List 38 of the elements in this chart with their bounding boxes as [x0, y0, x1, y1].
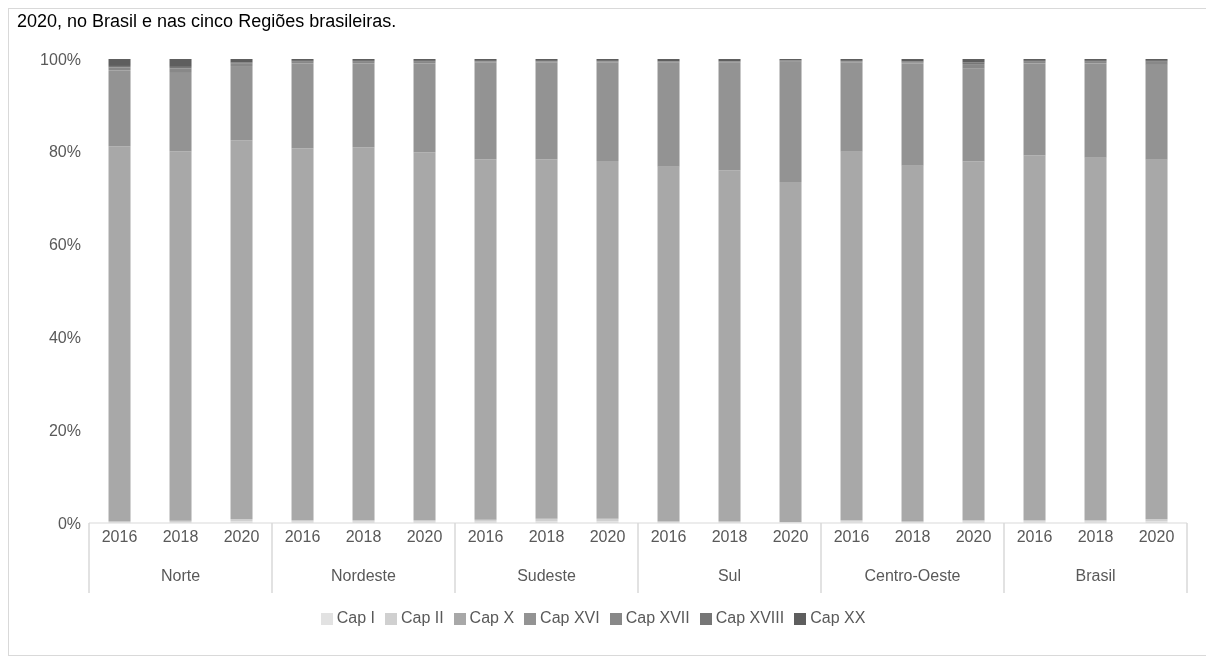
- y-tick-label: 40%: [48, 329, 81, 347]
- x-tick-label: 2018: [162, 528, 199, 546]
- legend-label: Cap X: [469, 609, 515, 626]
- x-tick-label: 2020: [772, 528, 809, 546]
- x-tick-label: 2016: [284, 528, 321, 546]
- x-tick-label: 2016: [467, 528, 504, 546]
- x-tick-label: 2018: [1077, 528, 1114, 546]
- legend-label: Cap XVII: [625, 609, 690, 626]
- text: Nordeste: [330, 567, 397, 585]
- y-tick-label: 100%: [40, 50, 81, 68]
- legend-label: Cap XVI: [540, 609, 600, 626]
- x-tick-label: 2020: [589, 528, 626, 546]
- x-tick-label: 2020: [1138, 528, 1175, 546]
- legend-label: Cap II: [400, 609, 444, 626]
- text: Centro-Oeste: [863, 567, 962, 585]
- x-tick-label: 2016: [101, 528, 138, 546]
- chart-title: 2020, no Brasil e nas cinco Regiões brasileiras.: [17, 11, 397, 32]
- x-tick-label: 2018: [528, 528, 565, 546]
- y-tick-label: 0%: [57, 514, 81, 532]
- x-tick-label: 2018: [711, 528, 748, 546]
- x-tick-label: 2016: [650, 528, 687, 546]
- text: Sudeste: [516, 567, 577, 585]
- x-tick-label: 2016: [833, 528, 870, 546]
- x-tick-label: 2020: [223, 528, 260, 546]
- legend-label: Cap XX: [810, 609, 866, 626]
- y-tick-label: 80%: [48, 143, 81, 161]
- text: Brasil: [1074, 567, 1117, 585]
- legend-label: Cap I: [336, 609, 375, 626]
- x-tick-label: 2016: [1016, 528, 1053, 546]
- y-tick-label: 60%: [48, 236, 81, 254]
- x-tick-label: 2018: [894, 528, 931, 546]
- y-tick-label: 20%: [48, 421, 81, 439]
- legend-label: Cap XVIII: [715, 609, 785, 626]
- x-tick-label: 2020: [955, 528, 992, 546]
- x-tick-label: 2018: [345, 528, 382, 546]
- x-tick-label: 2020: [406, 528, 443, 546]
- text: Sul: [716, 567, 743, 585]
- text: Norte: [159, 567, 202, 585]
